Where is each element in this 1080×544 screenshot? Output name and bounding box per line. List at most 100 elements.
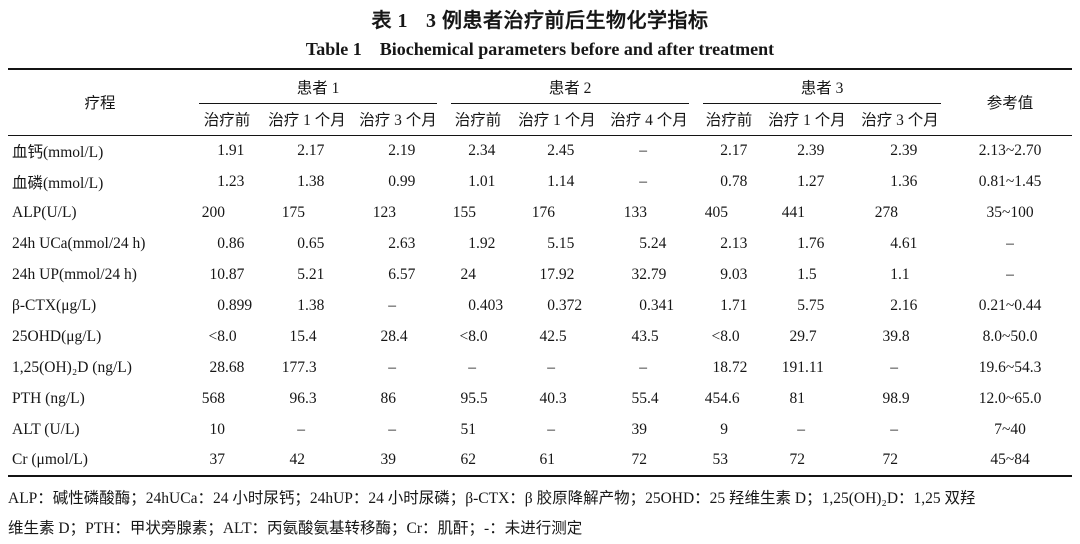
value-cell: – bbox=[297, 420, 305, 438]
value-cell: 62 bbox=[460, 451, 477, 468]
value-cell: 39 bbox=[380, 451, 397, 468]
value-cell: 1.14 bbox=[547, 172, 575, 190]
value-cell: 2.17 bbox=[720, 141, 748, 159]
reference-cell: 8.0~50.0 bbox=[982, 327, 1038, 345]
value-cell: 95.5 bbox=[460, 389, 488, 407]
biochemical-parameters-table: 疗程 患者 1 患者 2 患者 3 参考值 治疗前 治疗 1 个月 治疗 3 个… bbox=[8, 68, 1073, 477]
value-cell: 123 bbox=[372, 203, 396, 221]
value-cell: 155 bbox=[452, 203, 477, 221]
value-cell: – bbox=[639, 172, 648, 190]
value-cell: 5.75 bbox=[797, 296, 825, 314]
value-cell: 1.91 bbox=[217, 141, 245, 159]
value-cell: 2.45 bbox=[547, 141, 575, 159]
parameter-label: β-CTX(μg/L) bbox=[12, 296, 97, 314]
value-cell: <8.0 bbox=[459, 327, 488, 345]
value-cell: – bbox=[797, 420, 806, 438]
value-cell: 18.72 bbox=[712, 358, 748, 376]
value-cell: 133 bbox=[623, 203, 648, 221]
value-cell: 2.39 bbox=[797, 141, 825, 159]
value-cell: 51 bbox=[460, 420, 477, 438]
p3-pretreatment-header: 治疗前 bbox=[696, 104, 763, 136]
table-number-cn: 表 1 bbox=[371, 10, 408, 32]
value-cell: 37 bbox=[209, 451, 226, 468]
value-cell: – bbox=[547, 358, 556, 376]
value-cell: 2.19 bbox=[388, 141, 416, 159]
table-row: 24h UP(mmol/24 h) 10.87 5.21 6.57 24 17.92 32.… bbox=[8, 259, 1072, 290]
table-row: ALP(U/L) 200 175 123 155 176 133 405 441 278 35~10… bbox=[8, 197, 1072, 228]
value-cell: – bbox=[890, 420, 899, 438]
parameter-label: 血钙(mmol/L) bbox=[12, 143, 104, 161]
table-row: β-CTX(μg/L) 0.899 1.38 – 0.403 0.372 0.341 1.71… bbox=[8, 290, 1072, 321]
p2-month4-header: 治疗 4 个月 bbox=[602, 104, 697, 136]
value-cell: 175 bbox=[281, 203, 305, 221]
parameter-label: Cr (μmol/L) bbox=[12, 451, 88, 468]
footnote-line-2: 维生素 D；PTH：甲状旁腺素；ALT：丙氨酸氨基转移酶；Cr：肌酐；-：未进行… bbox=[8, 520, 583, 537]
parameter-label: PTH (ng/L) bbox=[12, 389, 85, 407]
reference-cell: 45~84 bbox=[990, 451, 1030, 468]
value-cell: 96.3 bbox=[289, 389, 317, 407]
value-cell: – bbox=[547, 420, 556, 438]
value-cell: 568 bbox=[201, 389, 225, 407]
table-row: 血钙(mmol/L) 1.91 2.17 2.19 2.34 2.45 – 2.17 2.39 2… bbox=[8, 135, 1072, 166]
p3-month1-header: 治疗 1 个月 bbox=[762, 104, 853, 136]
reference-header-cell: 参考值 bbox=[948, 69, 1073, 136]
value-cell: 1.38 bbox=[297, 172, 325, 190]
value-cell: 28.68 bbox=[209, 358, 245, 376]
reference-cell: 0.21~0.44 bbox=[978, 296, 1042, 314]
table-row: 1,25(OH)₂D (ng/L) 28.68 177.3 – – – – 18.72 191.… bbox=[8, 352, 1072, 383]
value-cell: 1.5 bbox=[797, 265, 817, 283]
value-cell: – bbox=[388, 420, 396, 438]
value-cell: 405 bbox=[704, 203, 729, 221]
p2-pretreatment-header: 治疗前 bbox=[444, 104, 513, 136]
table-header: 疗程 患者 1 患者 2 患者 3 参考值 治疗前 治疗 1 个月 治疗 3 个… bbox=[8, 69, 1073, 136]
p2-month1-header: 治疗 1 个月 bbox=[512, 104, 603, 136]
table-caption-en: Biochemical parameters before and after … bbox=[379, 39, 775, 59]
value-cell: 5.15 bbox=[547, 234, 575, 252]
reference-cell: 7~40 bbox=[994, 420, 1026, 438]
table-number-en: Table 1 bbox=[305, 39, 362, 59]
value-cell: 39 bbox=[631, 420, 648, 438]
value-cell: 200 bbox=[201, 203, 225, 221]
value-cell: 72 bbox=[882, 451, 899, 468]
value-cell: 1.36 bbox=[890, 172, 918, 190]
table-title-english: Table 1 Biochemical parameters before and… bbox=[8, 34, 1072, 68]
footnote-line-1: ALP：碱性磷酸酶；24hUCa：24 小时尿钙；24hUP：24 小时尿磷；β… bbox=[8, 490, 976, 507]
patient3-group-header: 患者 3 bbox=[696, 69, 948, 104]
parameter-label: ALP(U/L) bbox=[12, 203, 77, 221]
value-cell: 9.03 bbox=[720, 265, 748, 283]
table-row: 24h UCa(mmol/24 h) 0.86 0.65 2.63 1.92 5.15 5.… bbox=[8, 228, 1072, 259]
value-cell: 5.24 bbox=[639, 234, 667, 252]
value-cell: 0.78 bbox=[720, 172, 748, 190]
value-cell: 2.63 bbox=[388, 234, 416, 252]
reference-cell: 12.0~65.0 bbox=[978, 389, 1042, 407]
value-cell: 98.9 bbox=[882, 389, 910, 407]
reference-cell: – bbox=[1006, 234, 1014, 252]
table-row: 25OHD(μg/L) <8.0 15.4 28.4 <8.0 42.5 43.5 <8.0 2… bbox=[8, 321, 1072, 352]
reference-cell: – bbox=[1006, 265, 1014, 283]
value-cell: 4.61 bbox=[890, 234, 918, 252]
parameter-label: 1,25(OH)₂D (ng/L) bbox=[12, 358, 132, 376]
value-cell: 10 bbox=[209, 420, 226, 438]
value-cell: 1.27 bbox=[797, 172, 825, 190]
value-cell: 2.13 bbox=[720, 234, 748, 252]
value-cell: 191.11 bbox=[781, 358, 824, 376]
value-cell: 86 bbox=[380, 389, 397, 407]
value-cell: 0.341 bbox=[639, 296, 675, 314]
p1-month3-header: 治疗 3 个月 bbox=[352, 104, 445, 136]
parameter-label: 24h UP(mmol/24 h) bbox=[12, 265, 137, 283]
value-cell: 72 bbox=[789, 451, 806, 468]
value-cell: 81 bbox=[789, 389, 806, 407]
value-cell: 39.8 bbox=[882, 327, 910, 345]
value-cell: 24 bbox=[460, 265, 477, 283]
p1-pretreatment-header: 治疗前 bbox=[192, 104, 262, 136]
value-cell: 0.99 bbox=[388, 172, 416, 190]
patient1-group-header: 患者 1 bbox=[192, 69, 444, 104]
patient2-group-header: 患者 2 bbox=[444, 69, 696, 104]
value-cell: – bbox=[890, 358, 899, 376]
table-row: PTH (ng/L) 568 96.3 86 95.5 40.3 55.4 454.6 81 98… bbox=[8, 383, 1072, 414]
value-cell: <8.0 bbox=[711, 327, 740, 345]
value-cell: 0.372 bbox=[547, 296, 583, 314]
value-cell: 1.1 bbox=[890, 265, 910, 283]
value-cell: 1.38 bbox=[297, 296, 325, 314]
